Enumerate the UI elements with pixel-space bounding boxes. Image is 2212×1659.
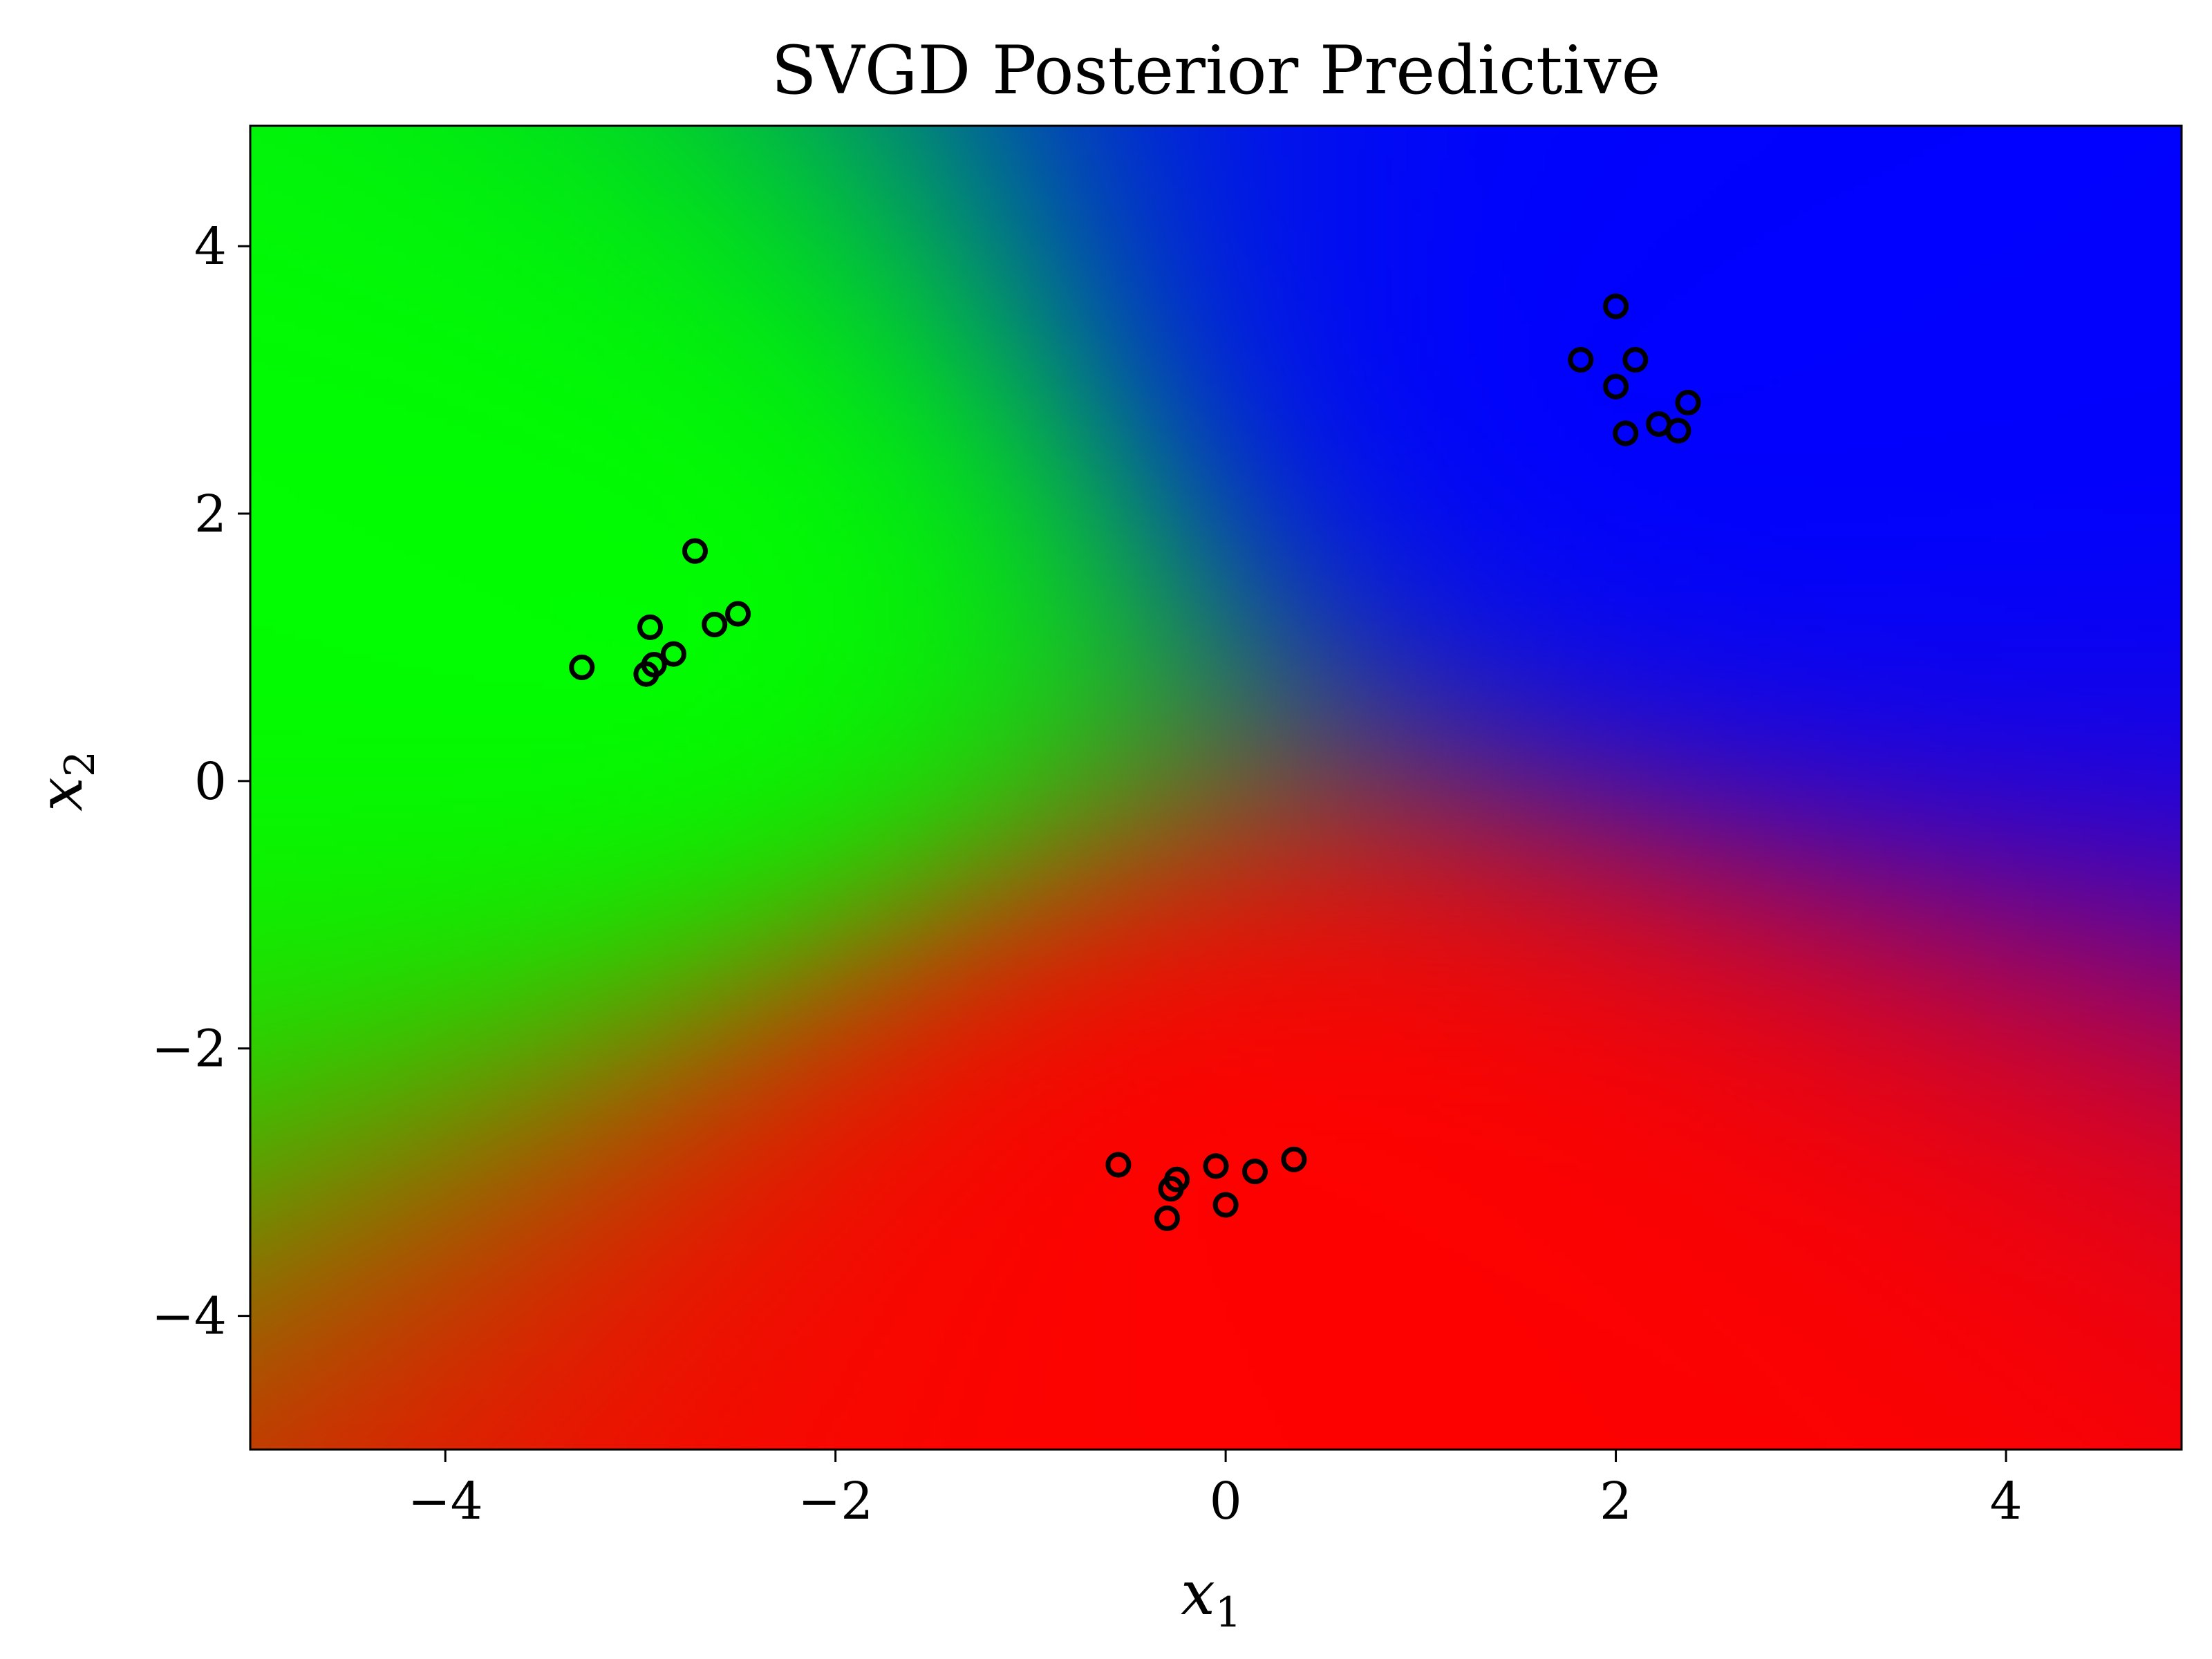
x-axis-ticks: −4 −2 0 2 4 (408, 1450, 2023, 1531)
y-axis-label-subscript: 2 (56, 751, 104, 777)
data-point-red (1154, 1205, 1180, 1231)
data-point-blue (1613, 420, 1639, 447)
data-point-red (1164, 1166, 1190, 1192)
data-point-blue (1568, 347, 1594, 373)
series-red (1105, 1146, 1307, 1231)
data-point-red (1203, 1153, 1229, 1179)
data-point-red (1241, 1159, 1268, 1185)
data-points (569, 293, 1701, 1231)
data-point-blue (1675, 389, 1701, 415)
data-point-blue (1622, 347, 1649, 373)
data-point-green (702, 612, 728, 638)
x-axis-label-subscript: 1 (1215, 1588, 1241, 1637)
x-axis-label: x1 (1181, 1557, 1241, 1637)
x-tick-label: 4 (1989, 1472, 2022, 1531)
data-point-blue (1665, 418, 1691, 444)
chart-title: SVGD Posterior Predictive (771, 32, 1661, 109)
data-point-green (641, 652, 667, 678)
plot-frame (249, 124, 2183, 1451)
decision-surface-heatmap (250, 126, 2182, 1450)
plot-area (250, 126, 2182, 1450)
y-tick-label: 4 (194, 217, 227, 276)
data-point-green (682, 538, 708, 564)
data-point-green (569, 654, 595, 680)
x-tick-label: −2 (798, 1472, 873, 1531)
data-point-red (1281, 1146, 1307, 1172)
data-point-blue (1603, 293, 1629, 319)
series-blue (1568, 293, 1701, 447)
x-axis-label-main: x (1181, 1557, 1215, 1629)
series-green (569, 538, 751, 687)
data-point-red (1212, 1192, 1239, 1218)
y-tick-label: −2 (151, 1020, 227, 1079)
y-axis-ticks: −4 −2 0 2 4 (151, 217, 250, 1347)
x-tick-label: 0 (1210, 1472, 1242, 1531)
data-point-green (725, 601, 751, 627)
data-point-red (1105, 1152, 1132, 1178)
y-tick-label: −4 (151, 1287, 227, 1347)
y-tick-label: 0 (194, 752, 227, 812)
y-axis-label-main: x (25, 777, 96, 812)
data-point-green (660, 641, 686, 667)
y-axis-label: x2 (25, 751, 104, 812)
data-point-blue (1603, 373, 1629, 400)
x-tick-label: 2 (1600, 1472, 1632, 1531)
y-tick-label: 2 (194, 485, 227, 544)
x-tick-label: −4 (408, 1472, 483, 1531)
data-point-green (637, 614, 664, 640)
